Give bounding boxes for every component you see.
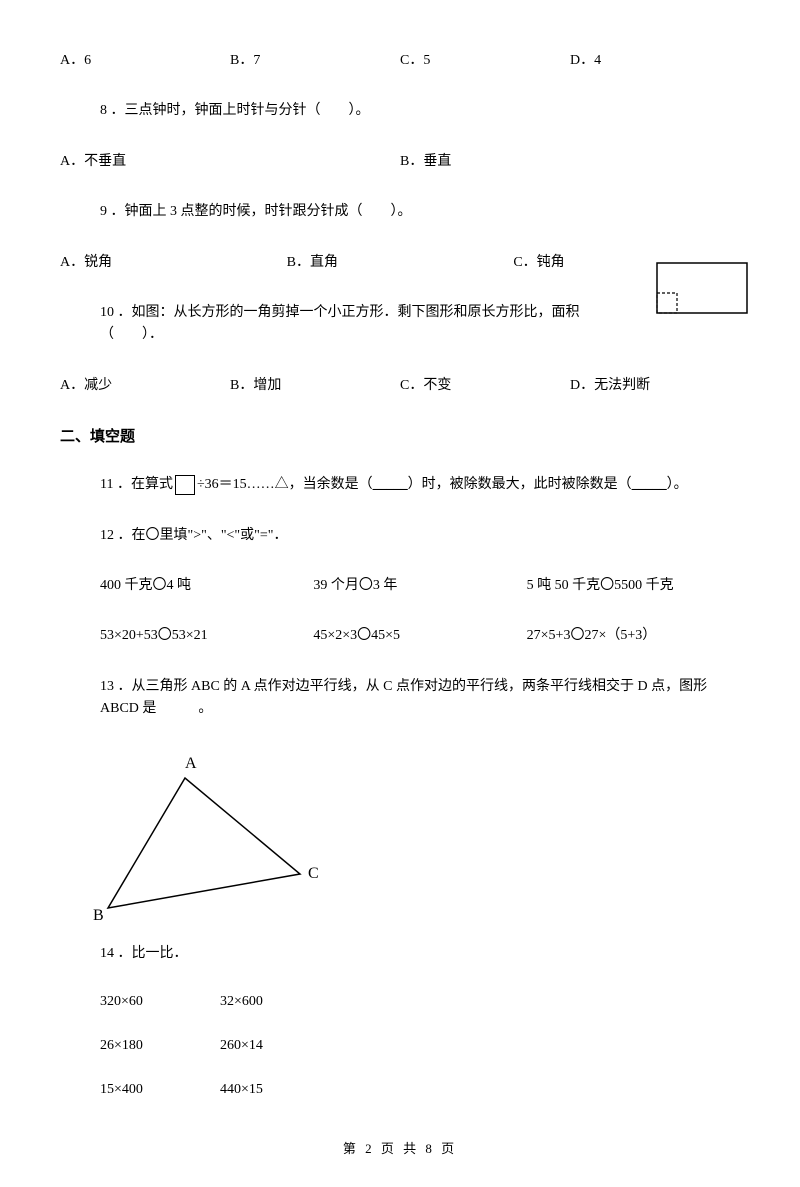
q8-option-a: A．不垂直 <box>60 151 400 173</box>
q7-option-c: C．5 <box>400 50 570 72</box>
q14-r3b: 440×15 <box>220 1082 340 1098</box>
q12-r2b: 45×2×3〇45×5 <box>313 625 526 647</box>
page-footer: 第 2 页 共 8 页 <box>60 1138 740 1157</box>
q7-option-a: A．6 <box>60 50 230 72</box>
q8-option-b: B．垂直 <box>400 151 740 173</box>
vertex-c-label: C <box>308 865 319 882</box>
triangle-icon: A B C <box>90 748 330 928</box>
q12-r1b: 39 个月〇3 年 <box>313 575 526 597</box>
q9-option-b: B．直角 <box>287 252 514 274</box>
q9-option-a: A．锐角 <box>60 252 287 274</box>
q10-options: A．减少 B．增加 C．不变 D．无法判断 <box>60 375 740 397</box>
page: A．6 B．7 C．5 D．4 8 ．三点钟时，钟面上时针与分针（ ）。 A．不… <box>0 0 800 1187</box>
q11-end: ）。 <box>667 477 688 492</box>
q14-r1b: 32×600 <box>220 994 340 1010</box>
q7-option-b: B．7 <box>230 50 400 72</box>
q12-r2c: 27×5+3〇27×（5+3） <box>527 625 740 647</box>
q12-r2a: 53×20+53〇53×21 <box>100 625 313 647</box>
q9-options: A．锐角 B．直角 C．钝角 <box>60 252 740 274</box>
vertex-b-label: B <box>93 907 104 924</box>
q7-option-d: D．4 <box>570 50 740 72</box>
q14-r1a: 320×60 <box>60 994 220 1010</box>
vertex-a-label: A <box>185 755 197 772</box>
q14-row1: 320×60 32×600 <box>60 994 740 1010</box>
q12-row2: 53×20+53〇53×21 45×2×3〇45×5 27×5+3〇27×（5+… <box>60 625 740 647</box>
q12-r1c: 5 吨 50 千克〇5500 千克 <box>527 575 740 597</box>
q13-figure: A B C <box>90 748 740 933</box>
q8-stem: 8 ．三点钟时，钟面上时针与分针（ ）。 <box>60 100 740 122</box>
q7-options: A．6 B．7 C．5 D．4 <box>60 50 740 72</box>
q13-stem: 13 ．从三角形 ABC 的 A 点作对边平行线，从 C 点作对边的平行线，两条… <box>60 676 740 721</box>
q10-option-c: C．不变 <box>400 375 570 397</box>
q11-pre: 11 ．在算式 <box>100 477 173 492</box>
q14-row2: 26×180 260×14 <box>60 1038 740 1054</box>
q12-stem: 12 ．在〇里填">"、"<"或"="． <box>60 525 740 547</box>
q10-option-d: D．无法判断 <box>570 375 740 397</box>
square-box-icon <box>175 475 195 495</box>
q11-mid: ÷36＝15……△，当余数是（ <box>197 477 373 492</box>
section-2-title: 二、填空题 <box>60 425 740 446</box>
q11-stem: 11 ．在算式÷36＝15……△，当余数是（_____）时，被除数最大，此时被除… <box>60 474 740 496</box>
q12-row1: 400 千克〇4 吨 39 个月〇3 年 5 吨 50 千克〇5500 千克 <box>60 575 740 597</box>
q14-row3: 15×400 440×15 <box>60 1082 740 1098</box>
rect-cut-icon <box>656 262 748 318</box>
q11-blank1: _____ <box>373 477 408 492</box>
q11-blank2: _____ <box>632 477 667 492</box>
q14-r2a: 26×180 <box>60 1038 220 1054</box>
q10-stem: 10 ．如图：从长方形的一角剪掉一个小正方形．剩下图形和原长方形比，面积（ ）． <box>60 302 740 347</box>
q14-stem: 14 ．比一比． <box>60 943 740 965</box>
q10-figure <box>656 262 748 323</box>
q12-r1a: 400 千克〇4 吨 <box>100 575 313 597</box>
q9-stem: 9 ．钟面上 3 点整的时候，时针跟分针成（ ）。 <box>60 201 740 223</box>
q8-options: A．不垂直 B．垂直 <box>60 151 740 173</box>
q10-option-a: A．减少 <box>60 375 230 397</box>
q14-r2b: 260×14 <box>220 1038 340 1054</box>
q10-wrap: 10 ．如图：从长方形的一角剪掉一个小正方形．剩下图形和原长方形比，面积（ ）． <box>60 302 740 347</box>
q10-option-b: B．增加 <box>230 375 400 397</box>
q11-mid2: ）时，被除数最大，此时被除数是（ <box>408 477 632 492</box>
q14-r3a: 15×400 <box>60 1082 220 1098</box>
